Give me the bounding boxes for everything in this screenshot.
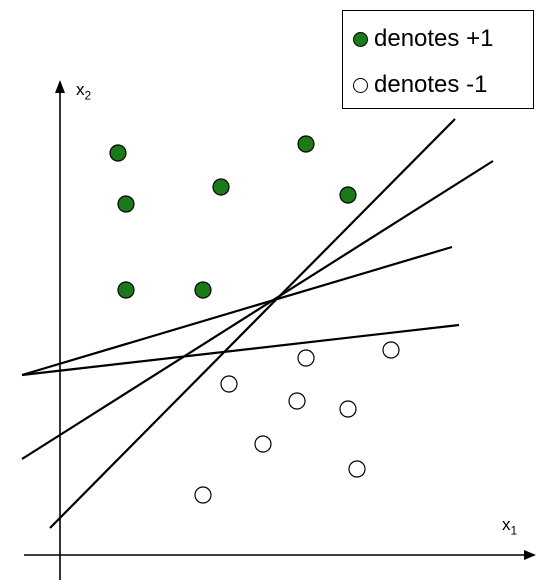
separator-line-3: [21, 245, 453, 377]
separator-line-4: [21, 323, 460, 377]
x-axis-arrowhead: [524, 550, 536, 560]
positive-point: [117, 281, 135, 299]
legend-positive-label: denotes +1: [374, 25, 494, 52]
negative-point: [297, 349, 315, 367]
positive-point: [297, 135, 315, 153]
x-axis-label-subscript: 1: [510, 523, 518, 538]
x-axis-label: x1: [502, 515, 517, 537]
positive-point: [117, 195, 135, 213]
negative-point: [348, 460, 366, 478]
y-axis-label: x2: [76, 80, 91, 102]
negative-point: [339, 400, 357, 418]
positive-marker-icon: [353, 31, 368, 47]
negative-point: [288, 392, 306, 410]
separator-line-2: [21, 160, 494, 460]
legend-row-positive: denotes +1: [353, 25, 493, 53]
legend: denotes +1 denotes -1: [342, 10, 534, 109]
x-axis-label-text: x: [502, 515, 511, 534]
positive-point: [109, 144, 127, 162]
y-axis-label-text: x: [76, 80, 85, 99]
positive-points: [109, 135, 357, 299]
negative-point: [220, 375, 238, 393]
legend-negative-label: denotes -1: [374, 71, 488, 98]
negative-marker-icon: [353, 77, 368, 93]
negative-point: [382, 341, 400, 359]
positive-point: [339, 186, 357, 204]
positive-point: [194, 281, 212, 299]
separator-line-1: [49, 118, 456, 529]
y-axis-label-subscript: 2: [84, 88, 92, 103]
negative-point: [254, 435, 272, 453]
y-axis-arrowhead: [55, 80, 65, 93]
positive-point: [212, 178, 230, 196]
negative-point: [194, 486, 212, 504]
negative-points: [194, 341, 400, 504]
legend-row-negative: denotes -1: [353, 71, 487, 99]
